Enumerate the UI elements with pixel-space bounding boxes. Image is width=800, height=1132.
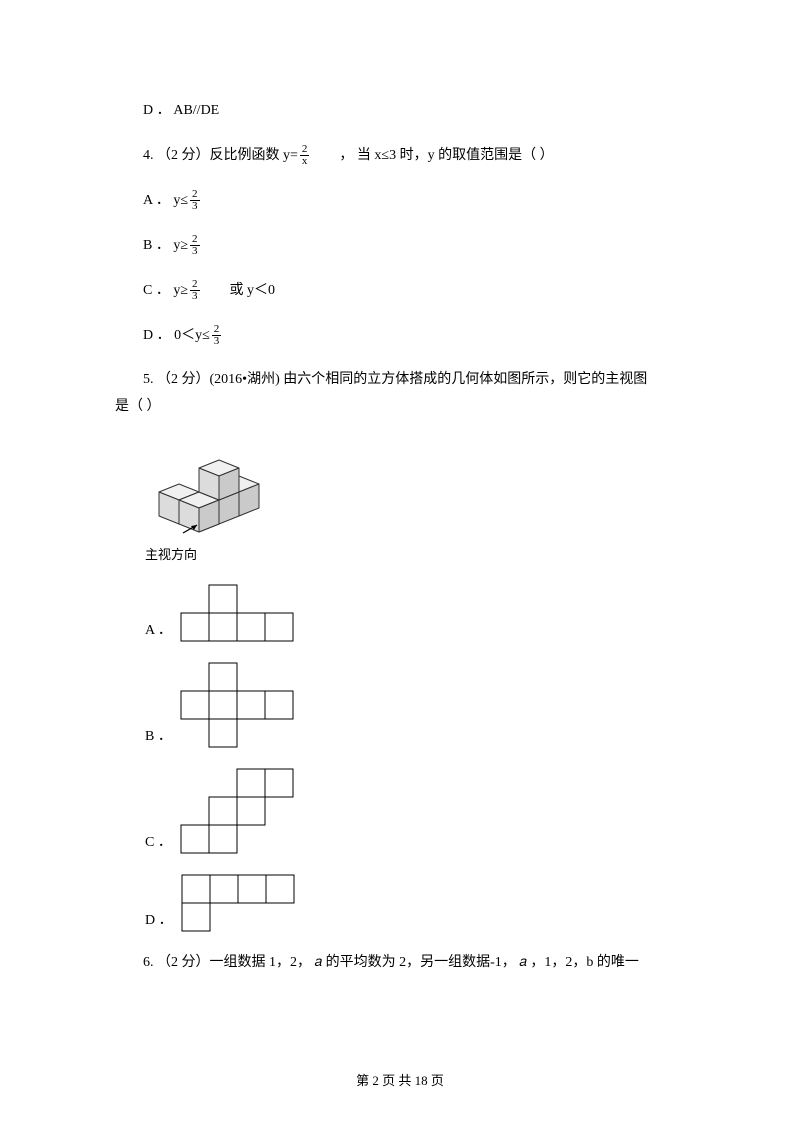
label: C ．: [145, 832, 172, 854]
q4-text-1: 4. （2 分）反比例函数 y=: [115, 145, 298, 167]
q5-stem-2: 是（ ）: [115, 396, 685, 418]
q4-stem: 4. （2 分）反比例函数 y= 2 x ， 当 x≤3 时，y 的取值范围是（…: [115, 144, 685, 167]
q4-option-d: D ． 0＜y≤ 2 3: [115, 324, 685, 347]
q5-stem-1: 5. （2 分）(2016•湖州) 由六个相同的立方体搭成的几何体如图所示，则它…: [115, 369, 685, 391]
label: A ．: [145, 620, 172, 642]
q4-option-a: A ． y≤ 2 3: [115, 189, 685, 212]
q5-option-a: A ．: [145, 584, 685, 642]
label: B ． y≥: [115, 235, 188, 257]
q5-option-b: B ．: [145, 662, 685, 748]
frac: 2 3: [190, 279, 200, 302]
q5-optD-svg: [181, 874, 297, 932]
q4-text-2: ， 当 x≤3 时，y 的取值范围是（ ）: [311, 145, 553, 167]
label: C ． y≥: [115, 280, 188, 302]
q5-optB-svg: [180, 662, 296, 748]
q5-isometric-figure: [145, 440, 685, 535]
q6-stem: 6. （2 分）一组数据 1，2， 𝑎 的平均数为 2，另一组数据-1， 𝑎 ，…: [115, 952, 685, 974]
q5-option-c: C ．: [145, 768, 685, 854]
q5-option-d: D ．: [145, 874, 685, 932]
label: D ．: [145, 910, 173, 932]
q5-view-direction-label: 主视方向: [145, 545, 685, 566]
q5-optA-svg: [180, 584, 296, 642]
text: 5. （2 分）(2016•湖州) 由六个相同的立方体搭成的几何体如图所示，则它…: [143, 372, 647, 387]
label: A ． y≤: [115, 190, 188, 212]
tail: 或 y＜0: [202, 280, 276, 302]
q4-frac-main: 2 x: [300, 144, 310, 167]
frac: 2 3: [212, 324, 222, 347]
text: 6. （2 分）一组数据 1，2， 𝑎 的平均数为 2，另一组数据-1， 𝑎 ，…: [143, 955, 639, 970]
q4-option-b: B ． y≥ 2 3: [115, 234, 685, 257]
frac: 2 3: [190, 234, 200, 257]
frac: 2 3: [190, 189, 200, 212]
q5-optC-svg: [180, 768, 296, 854]
q4-option-c: C ． y≥ 2 3 或 y＜0: [115, 279, 685, 302]
page-footer: 第 2 页 共 18 页: [0, 1071, 800, 1092]
text: D ． AB//DE: [143, 103, 219, 118]
label: D ． 0＜y≤: [115, 325, 210, 347]
q3-option-d: D ． AB//DE: [115, 100, 685, 122]
label: B ．: [145, 726, 172, 748]
text: 是（ ）: [115, 399, 161, 414]
iso-cubes-svg: [145, 440, 285, 535]
